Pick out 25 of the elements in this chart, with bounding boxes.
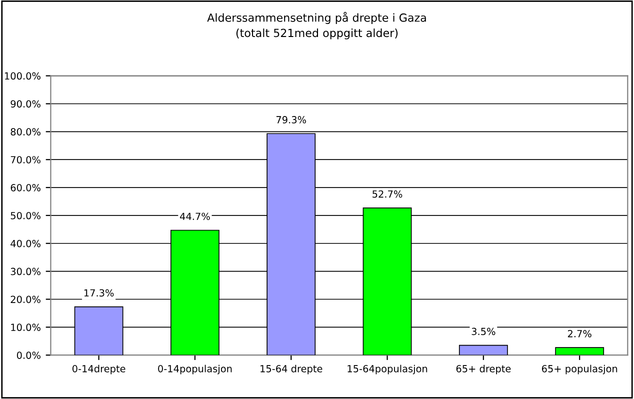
x-tick-label: 0-14drepte bbox=[72, 364, 126, 374]
y-tick-label: 0.0% bbox=[16, 352, 40, 359]
y-tick-label: 90.0% bbox=[10, 100, 40, 108]
chart-title: Alderssammensetning på drepte i Gaza bbox=[207, 12, 426, 24]
data-label: 79.3% bbox=[276, 116, 306, 124]
y-tick-label: 70.0% bbox=[10, 156, 40, 164]
x-tick-label: 15-64populasjon bbox=[348, 364, 428, 374]
data-label: 3.5% bbox=[472, 328, 496, 336]
y-tick-label: 100.0% bbox=[4, 72, 40, 80]
y-tick-label: 30.0% bbox=[10, 268, 40, 276]
x-tick-label: 0-14populasjon bbox=[158, 364, 232, 374]
y-tick-label: 40.0% bbox=[10, 240, 40, 248]
data-label: 17.3% bbox=[84, 289, 114, 297]
data-label: 2.7% bbox=[568, 330, 592, 338]
y-tick-label: 10.0% bbox=[11, 324, 40, 332]
chart-subtitle: (totalt 521med oppgitt alder) bbox=[236, 28, 398, 40]
data-label: 44.7% bbox=[180, 212, 210, 220]
x-tick-label: 15-64 drepte bbox=[260, 364, 322, 374]
data-label: 52.7% bbox=[372, 190, 402, 198]
y-tick-label: 80.0% bbox=[10, 128, 40, 136]
x-tick-label: 65+ drepte bbox=[456, 364, 511, 374]
y-tick-label: 50.0% bbox=[10, 212, 40, 220]
y-tick-label: 60.0% bbox=[10, 184, 40, 192]
x-tick-label: 65+ populasjon bbox=[542, 364, 618, 374]
y-tick-label: 20.0% bbox=[10, 296, 40, 304]
